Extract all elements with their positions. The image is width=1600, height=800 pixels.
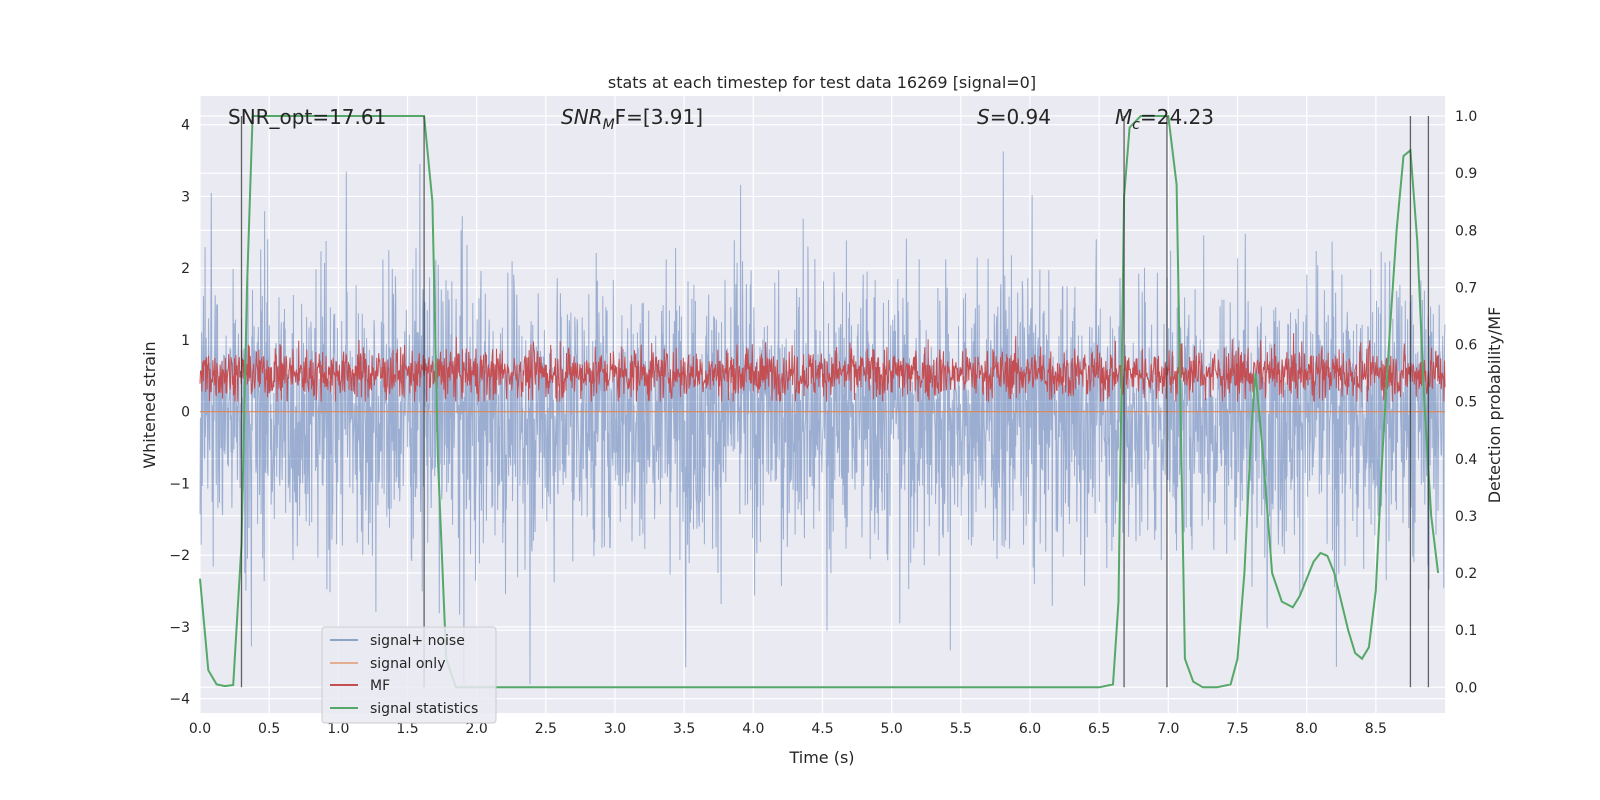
y-tick-label: −2: [169, 548, 190, 564]
x-tick-label: 3.5: [673, 721, 695, 737]
x-axis-label: Time (s): [788, 748, 854, 767]
y-tick-label: −3: [169, 620, 190, 636]
x-tick-label: 5.5: [950, 721, 972, 737]
legend-label-signal-noise: signal+ noise: [370, 633, 465, 649]
legend: signal+ noise signal only MF signal stat…: [321, 626, 497, 724]
annotation-mc-rest: =24.23: [1140, 105, 1214, 129]
y2-tick-label: 1.0: [1455, 109, 1477, 125]
y-axis-label: Whitened strain: [140, 341, 159, 468]
x-tick-label: 1.5: [396, 721, 418, 737]
y2-tick-label: 0.4: [1455, 452, 1477, 468]
x-tick-label: 0.5: [258, 721, 280, 737]
annotation-snr-mf-sub: M: [603, 117, 615, 133]
y-tick-label: 4: [181, 118, 190, 134]
y2-tick-label: 0.1: [1455, 623, 1477, 639]
signal-statistics-series: [199, 115, 1440, 689]
y2-tick-label: 0.7: [1455, 280, 1477, 296]
y2-tick-label: 0.0: [1455, 680, 1477, 696]
x-tick-label: 2.5: [535, 721, 557, 737]
annotation-mc-main: M: [1115, 105, 1132, 129]
x-tick-label: 6.0: [1019, 721, 1041, 737]
legend-label-signal-only: signal only: [370, 656, 445, 672]
annotation-snr-mf: SNRMF=[3.91]: [561, 105, 703, 133]
signal-noise-series: [199, 151, 1446, 685]
vertical-lines: [240, 115, 1430, 688]
annotation-s: S=0.94: [977, 105, 1051, 129]
x-tick-label: 5.0: [881, 721, 903, 737]
left-axis-ticks: 4 3 2 1 0 −1 −2 −3 −4: [169, 118, 190, 708]
annotation-s-rest: =0.94: [990, 105, 1051, 129]
x-tick-label: 3.0: [604, 721, 626, 737]
x-tick-label: 0.0: [189, 721, 211, 737]
x-tick-label: 7.0: [1157, 721, 1179, 737]
chart-title: stats at each timestep for test data 162…: [608, 73, 1036, 92]
x-tick-label: 8.5: [1365, 721, 1387, 737]
legend-box: [321, 626, 497, 724]
x-tick-label: 4.5: [811, 721, 833, 737]
y2-tick-label: 0.3: [1455, 509, 1477, 525]
annotation-s-main: S: [977, 105, 990, 129]
annotation-snr-mf-main: SNR: [561, 105, 603, 129]
y2-tick-label: 0.2: [1455, 566, 1477, 582]
y-tick-label: −4: [169, 692, 190, 708]
legend-label-signal-statistics: signal statistics: [370, 701, 478, 717]
annotation-snr-opt: SNR_opt=17.61: [228, 105, 386, 129]
annotation-mc: Mc=24.23: [1115, 105, 1214, 133]
y2-tick-label: 0.6: [1455, 338, 1477, 354]
y-tick-label: −1: [169, 476, 190, 492]
y-tick-label: 1: [181, 333, 190, 349]
x-tick-label: 1.0: [327, 721, 349, 737]
x-tick-label: 2.0: [466, 721, 488, 737]
x-axis-ticks: 0.0 0.5 1.0 1.5 2.0 2.5 3.0 3.5 4.0 4.5 5.0 5.5 6.0 6…: [189, 721, 1387, 737]
x-tick-label: 4.0: [742, 721, 764, 737]
legend-label-mf: MF: [370, 678, 390, 694]
y-tick-label: 2: [181, 261, 190, 277]
mf-series: [199, 333, 1446, 402]
y2-tick-label: 0.5: [1455, 395, 1477, 411]
x-tick-label: 8.0: [1296, 721, 1318, 737]
y2-tick-label: 0.8: [1455, 223, 1477, 239]
y-tick-label: 0: [181, 405, 190, 421]
y2-axis-label: Detection probability/MF: [1485, 307, 1504, 504]
y-tick-label: 3: [181, 189, 190, 205]
right-axis-ticks: 1.0 0.9 0.8 0.7 0.6 0.5 0.4 0.3 0.2 0.1 0.0: [1455, 109, 1477, 696]
x-tick-label: 6.5: [1088, 721, 1110, 737]
annotation-mc-sub: c: [1132, 117, 1140, 133]
data-layer: [199, 115, 1446, 689]
grid: [199, 96, 1445, 713]
y2-tick-label: 0.9: [1455, 166, 1477, 182]
annotation-snr-mf-rest: F=[3.91]: [615, 105, 703, 129]
x-tick-label: 7.5: [1226, 721, 1248, 737]
